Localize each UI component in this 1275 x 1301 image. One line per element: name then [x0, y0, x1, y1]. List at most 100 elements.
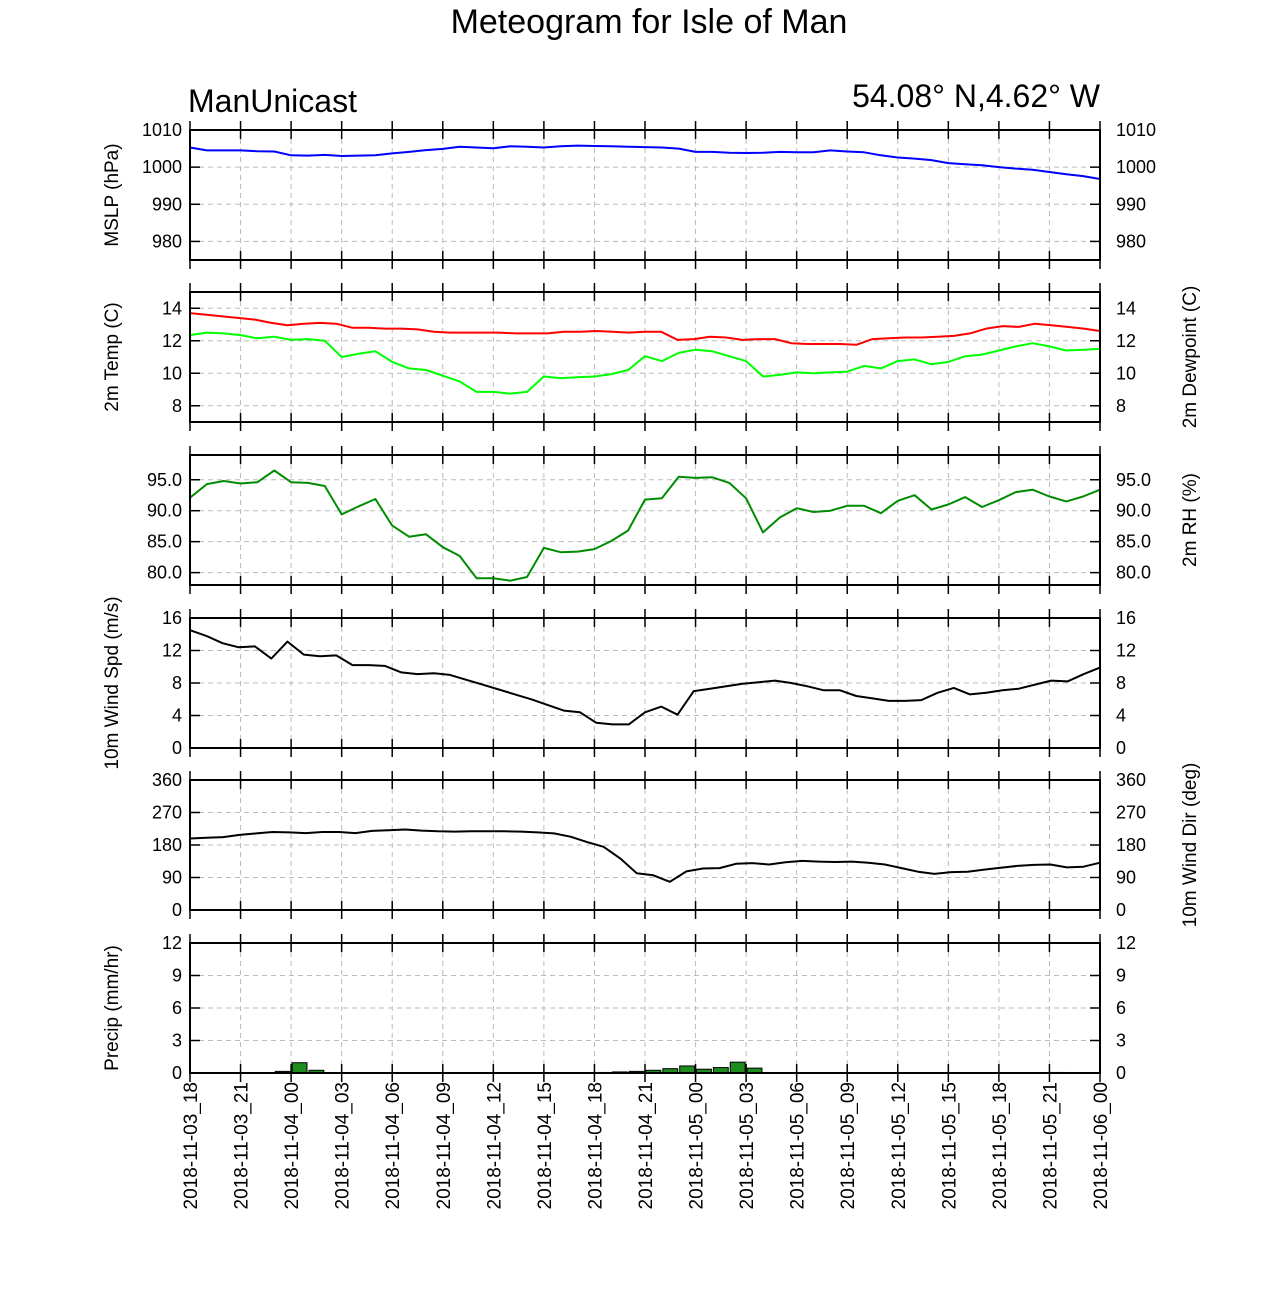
- series-line-mslp-0: [189, 144, 1101, 180]
- time-axis: 2018-11-03_18 2018-11-03_21 2018-11-04_00 2…: [181, 1082, 1112, 1209]
- time-tick-label: 2018-11-05_18: [990, 1082, 1011, 1209]
- time-tick-label: 2018-11-06_00: [1091, 1082, 1112, 1209]
- y-axis-label-left: 10m Wind Spd (m/s): [102, 596, 123, 769]
- y-tick-label-left: 12: [162, 933, 182, 953]
- time-tick-label: 2018-11-05_21: [1040, 1082, 1061, 1209]
- y-tick-label-right: 80.0: [1116, 563, 1151, 583]
- y-tick-label-left: 12: [162, 331, 182, 351]
- panel-wdir: 0 0 90 90 180 180 270 270 360 360 10m Wind Dir (de…: [152, 763, 1201, 928]
- chart-title: Meteogram for Isle of Man: [451, 3, 848, 41]
- precip-bar: [679, 1065, 696, 1074]
- y-tick-label-left: 80.0: [147, 563, 182, 583]
- time-tick-label: 2018-11-03_18: [181, 1082, 202, 1209]
- y-tick-label-left: 9: [172, 966, 182, 986]
- panel-precip: 0 0 3 3 6 6 9 9 12 12 Precip (mm/hr): [102, 933, 1136, 1083]
- y-tick-label-left: 0: [172, 738, 182, 758]
- y-tick-label-right: 6: [1116, 998, 1126, 1018]
- panel-frame: [189, 129, 1101, 261]
- time-tick-label: 2018-11-04_12: [484, 1082, 505, 1209]
- y-tick-label-left: 90: [162, 868, 182, 888]
- y-axis-label-left: 2m Temp (C): [102, 302, 123, 411]
- y-axis-label-left: MSLP (hPa): [102, 143, 123, 246]
- y-tick-label-left: 16: [162, 608, 182, 628]
- y-tick-label-left: 360: [152, 770, 182, 790]
- y-tick-label-right: 3: [1116, 1031, 1126, 1051]
- time-tick-label: 2018-11-04_00: [282, 1082, 303, 1209]
- y-tick-label-right: 0: [1116, 738, 1126, 758]
- y-tick-label-right: 14: [1116, 298, 1136, 318]
- time-tick-label: 2018-11-05_15: [939, 1082, 960, 1209]
- panel-frame: [189, 291, 1101, 423]
- y-tick-label-right: 0: [1116, 900, 1126, 920]
- series-line-temp-1: [189, 331, 1101, 395]
- y-axis-label-right: 2m Dewpoint (C): [1180, 286, 1201, 429]
- panel-wspd: 0 0 4 4 8 8 12 12 16 16 10m Wind Spd (m/s): [102, 596, 1136, 769]
- panel-frame: [189, 617, 1101, 749]
- precip-bar: [291, 1062, 308, 1074]
- y-tick-label-left: 4: [172, 706, 182, 726]
- time-tick-label: 2018-11-04_06: [383, 1082, 404, 1209]
- y-tick-label-right: 360: [1116, 770, 1146, 790]
- y-tick-label-right: 12: [1116, 331, 1136, 351]
- y-tick-label-right: 1000: [1116, 157, 1156, 177]
- location-coordinates: 54.08° N,4.62° W: [852, 78, 1101, 114]
- y-tick-label-left: 8: [172, 673, 182, 693]
- time-tick-label: 2018-11-04_18: [585, 1082, 606, 1209]
- y-axis-label-right: 2m RH (%): [1180, 473, 1201, 567]
- y-tick-label-left: 180: [152, 835, 182, 855]
- y-tick-label-left: 6: [172, 998, 182, 1018]
- panel-frame: [189, 454, 1101, 586]
- y-tick-label-right: 180: [1116, 835, 1146, 855]
- y-axis-label-right: 10m Wind Dir (deg): [1180, 763, 1201, 928]
- series-line-wspd-0: [189, 629, 1101, 726]
- y-tick-label-left: 0: [172, 900, 182, 920]
- y-tick-label-right: 12: [1116, 641, 1136, 661]
- y-tick-label-right: 980: [1116, 231, 1146, 251]
- time-tick-label: 2018-11-05_09: [838, 1082, 859, 1209]
- y-tick-label-right: 8: [1116, 396, 1126, 416]
- y-tick-label-right: 8: [1116, 673, 1126, 693]
- y-tick-label-left: 270: [152, 803, 182, 823]
- time-tick-label: 2018-11-03_21: [232, 1082, 253, 1209]
- y-tick-label-right: 85.0: [1116, 532, 1151, 552]
- y-tick-label-left: 990: [152, 194, 182, 214]
- y-tick-label-right: 4: [1116, 706, 1126, 726]
- time-tick-label: 2018-11-04_03: [333, 1082, 354, 1209]
- y-tick-label-left: 10: [162, 363, 182, 383]
- y-tick-label-right: 10: [1116, 363, 1136, 383]
- y-tick-label-right: 9: [1116, 966, 1126, 986]
- y-tick-label-left: 3: [172, 1031, 182, 1051]
- time-tick-label: 2018-11-04_09: [434, 1082, 455, 1209]
- y-tick-label-left: 90.0: [147, 501, 182, 521]
- y-tick-label-left: 8: [172, 396, 182, 416]
- y-tick-label-right: 95.0: [1116, 470, 1151, 490]
- y-tick-label-right: 1010: [1116, 120, 1156, 140]
- y-tick-label-left: 1010: [142, 120, 182, 140]
- y-tick-label-left: 85.0: [147, 532, 182, 552]
- time-tick-label: 2018-11-05_12: [889, 1082, 910, 1209]
- y-axis-label-left: Precip (mm/hr): [102, 945, 123, 1071]
- precip-bar: [729, 1061, 746, 1074]
- time-tick-label: 2018-11-04_21: [636, 1082, 657, 1209]
- time-tick-label: 2018-11-04_15: [535, 1082, 556, 1209]
- panel-frame: [189, 942, 1101, 1074]
- y-tick-label-left: 1000: [142, 157, 182, 177]
- y-tick-label-left: 0: [172, 1063, 182, 1083]
- y-tick-label-right: 270: [1116, 803, 1146, 823]
- model-name-label: ManUnicast: [188, 83, 357, 119]
- time-tick-label: 2018-11-05_06: [788, 1082, 809, 1209]
- y-tick-label-right: 90: [1116, 868, 1136, 888]
- series-line-rh-0: [189, 469, 1101, 582]
- time-tick-label: 2018-11-05_03: [737, 1082, 758, 1209]
- y-tick-label-right: 12: [1116, 933, 1136, 953]
- panel-frame: [189, 779, 1101, 911]
- panel-mslp: 980 980 990 990 1000 1000 1010 1010 MSLP (hPa): [102, 120, 1156, 269]
- y-tick-label-left: 14: [162, 298, 182, 318]
- y-tick-label-right: 0: [1116, 1063, 1126, 1083]
- y-tick-label-left: 980: [152, 231, 182, 251]
- y-tick-label-left: 12: [162, 641, 182, 661]
- y-tick-label-left: 95.0: [147, 470, 182, 490]
- panel-temp: 8 8 10 10 12 12 14 14 2m Temp (C) 2m Dewpoint (C): [102, 283, 1201, 431]
